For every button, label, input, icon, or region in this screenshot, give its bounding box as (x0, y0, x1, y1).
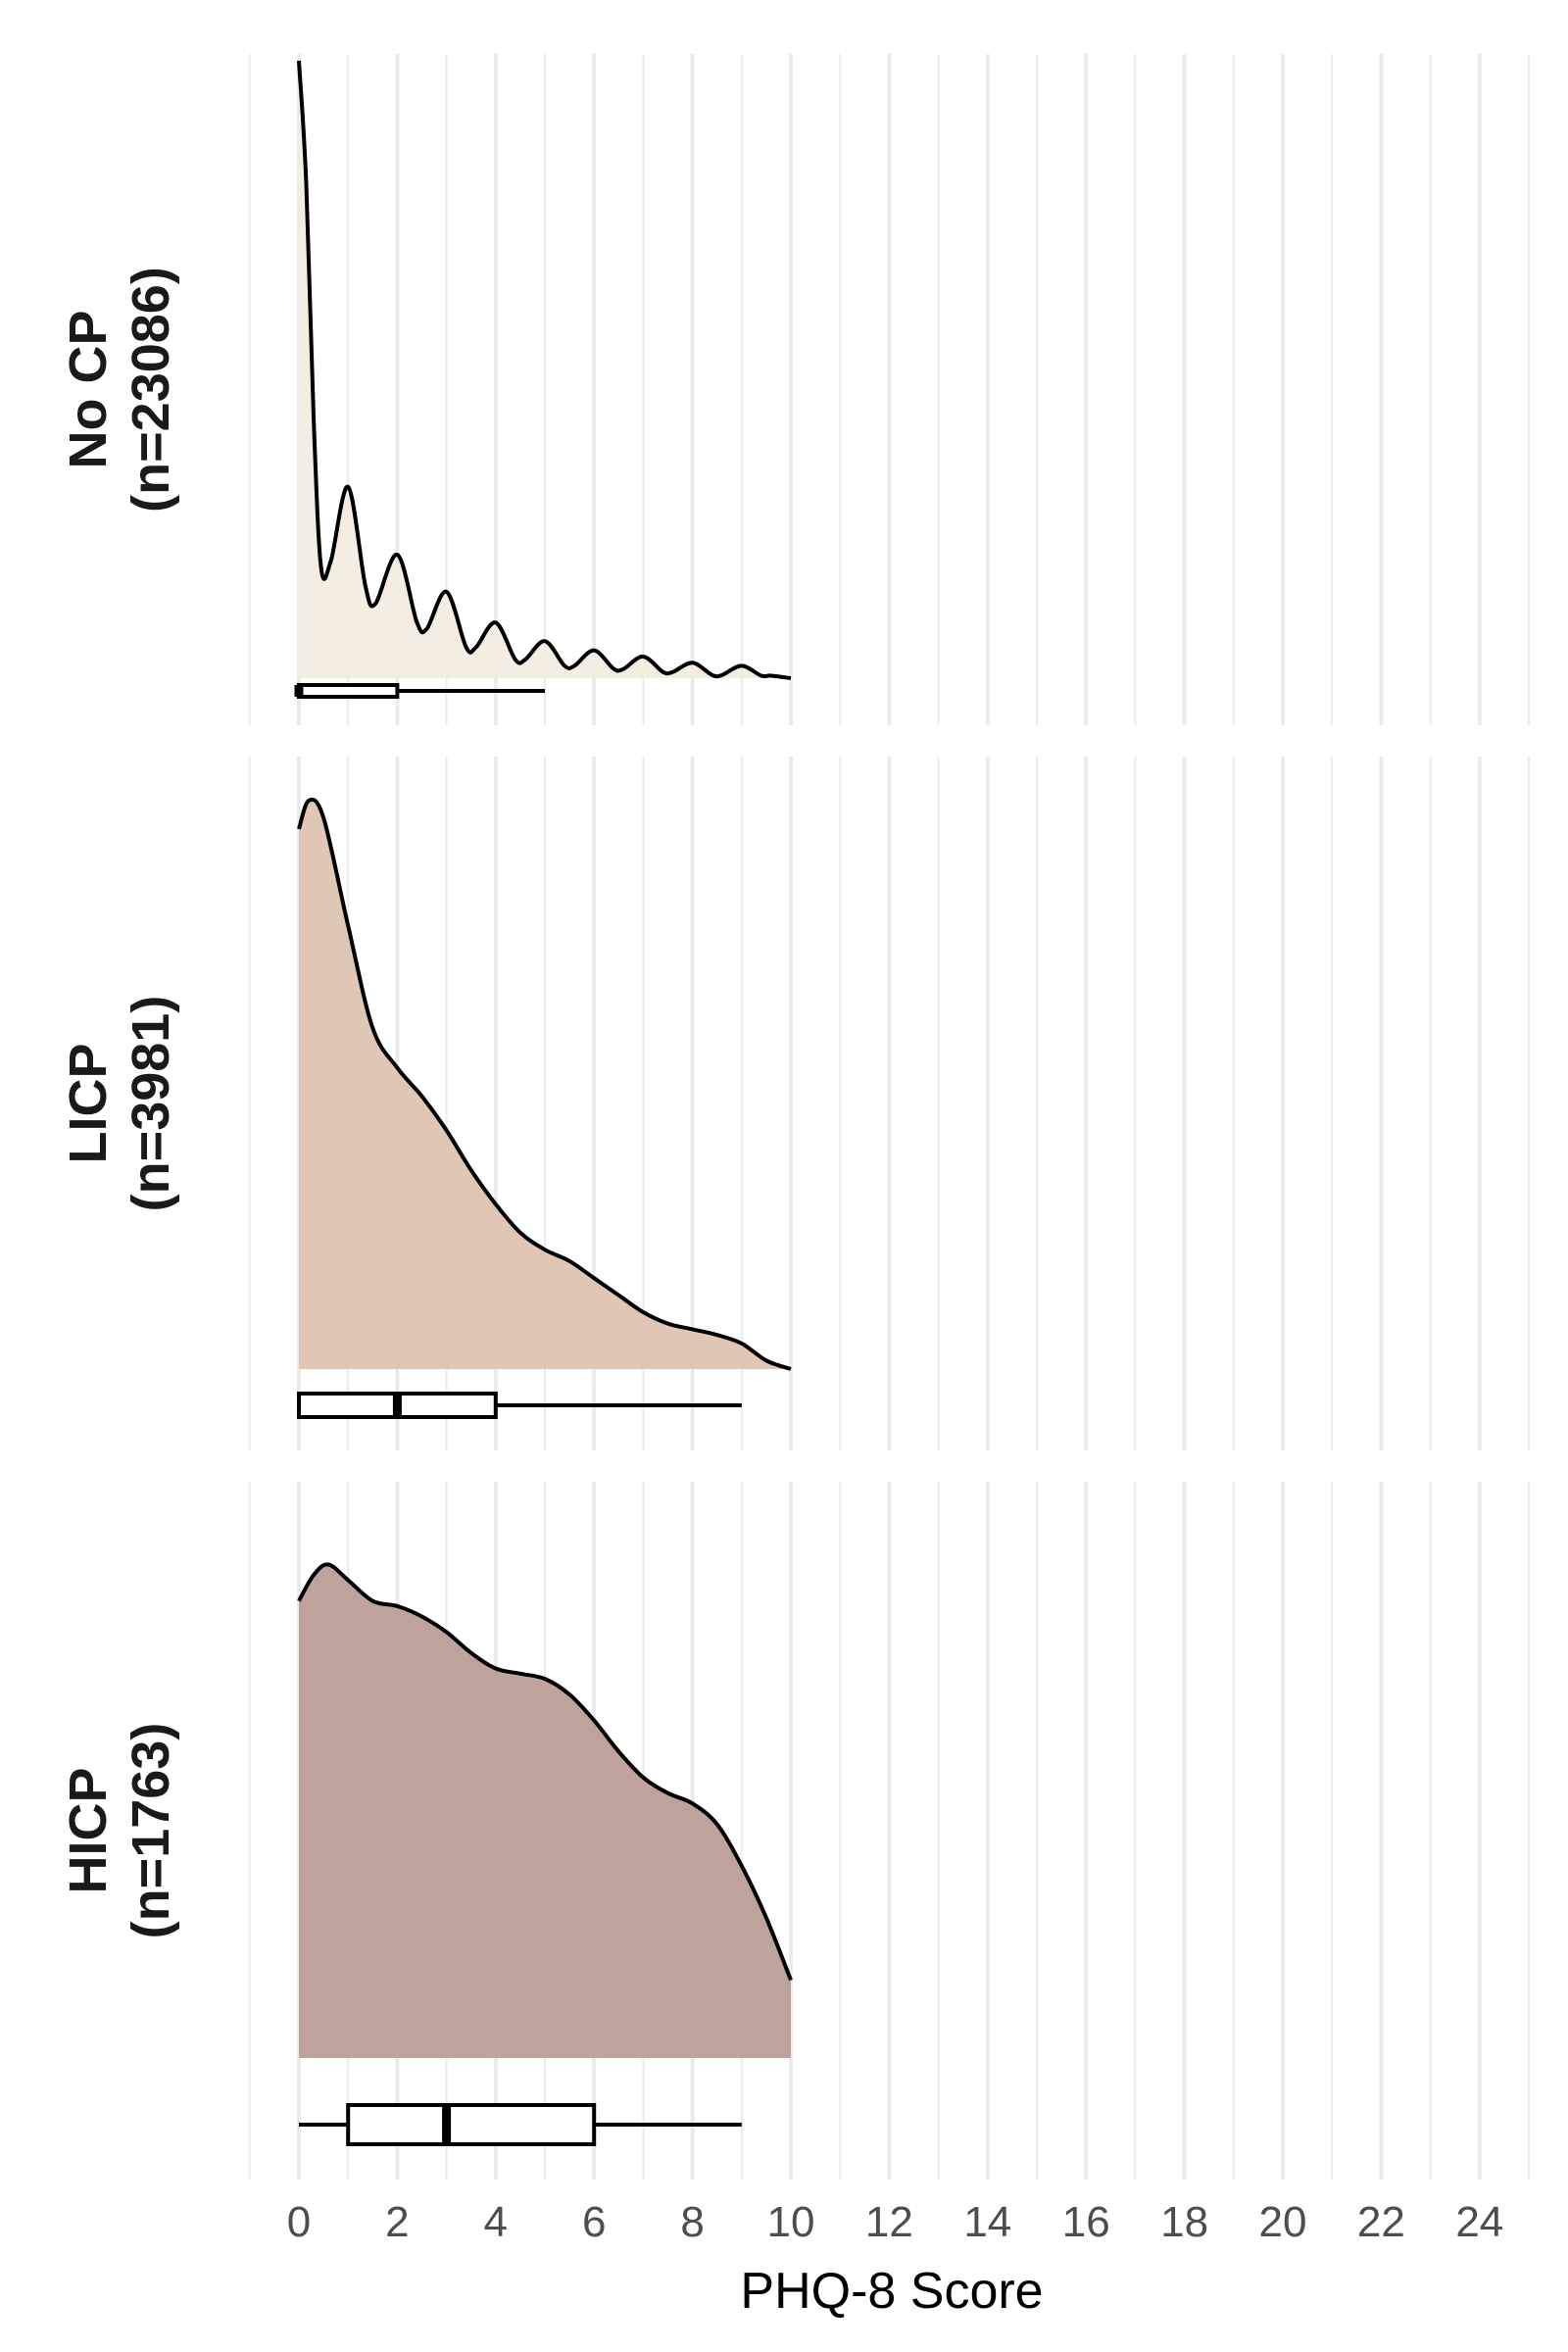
x-tick-label: 24 (1455, 2198, 1503, 2246)
panel-name: LICP (59, 1043, 118, 1163)
panel-hicp: HICP (n=1763) (59, 1562, 793, 2146)
panel-no-cp: No CP (n=23086) (59, 60, 792, 699)
x-tick-label: 20 (1259, 2198, 1307, 2246)
x-tick-label: 16 (1062, 2198, 1110, 2246)
density-area (299, 61, 791, 678)
x-tick-label: 2 (385, 2198, 409, 2246)
density-area (299, 1564, 791, 2058)
panel-n-label: (n=3981) (122, 996, 180, 1212)
x-tick-label: 6 (582, 2198, 606, 2246)
x-tick-label: 10 (767, 2198, 815, 2246)
x-tick-label: 22 (1357, 2198, 1405, 2246)
panels: No CP (n=23086) LICP (n=3981) HICP (n=1763) (59, 60, 793, 2146)
x-tick-label: 14 (963, 2198, 1011, 2246)
density-line (297, 60, 792, 680)
grid-lines (248, 54, 1530, 2180)
panel-n-label: (n=23086) (122, 267, 180, 513)
x-tick-label: 0 (287, 2198, 311, 2246)
x-axis-title: PHQ-8 Score (740, 2263, 1043, 2320)
x-axis-ticks: 0 2 4 6 8 10 12 14 16 18 20 22 24 (287, 2198, 1504, 2246)
panel-name: HICP (59, 1767, 118, 1893)
box-iqr (297, 683, 400, 699)
x-tick-label: 12 (865, 2198, 913, 2246)
panel-label: No CP (n=23086) (59, 267, 180, 513)
x-tick-label: 18 (1160, 2198, 1208, 2246)
panel-name: No CP (59, 311, 118, 469)
x-tick-label: 8 (680, 2198, 704, 2246)
panel-licp: LICP (n=3981) (59, 797, 792, 1419)
panel-label: HICP (n=1763) (59, 1723, 180, 1939)
density-line (297, 1562, 793, 1982)
panel-label: LICP (n=3981) (59, 996, 180, 1212)
box-iqr (346, 2103, 597, 2146)
panel-n-label: (n=1763) (122, 1723, 180, 1939)
density-line (297, 797, 792, 1371)
x-tick-label: 4 (484, 2198, 508, 2246)
density-area (299, 799, 791, 1369)
